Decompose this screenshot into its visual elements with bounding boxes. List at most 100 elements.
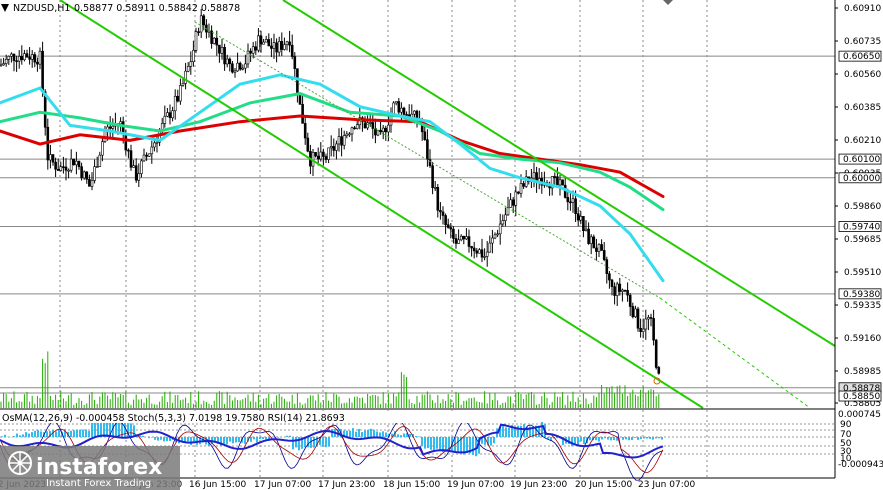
osma-bar [538,425,540,437]
osma-bar [286,435,288,437]
osma-bar [97,421,99,437]
osma-bar [85,429,87,437]
osma-bar [556,437,558,439]
candle-body [381,127,385,133]
osma-bar [517,425,519,437]
candle-body [631,306,635,318]
candle-body [277,41,281,53]
watermark-brand: instaforex [36,455,162,480]
candle-body [405,114,408,116]
candle-body [449,227,453,230]
osma-bar [589,437,591,441]
osma-bar [625,437,627,440]
candle-body [649,317,653,319]
candle-body [238,62,242,70]
candle-body [288,41,291,46]
osma-bar [190,437,192,446]
candle-body [244,63,247,69]
candle-body [524,176,528,187]
candle-body [132,165,135,168]
candle-body [371,122,375,129]
osma-bar [115,420,117,437]
candle-body [402,107,406,115]
candle-body [134,165,138,181]
osma-bar [433,437,435,451]
candle-body [228,58,232,65]
moving-average-cyan [0,73,665,283]
candle-body [348,133,351,136]
candle-body [272,42,276,49]
candle-body [189,61,193,67]
candle-body [506,207,510,216]
candle-body [480,249,484,258]
candle-body [95,166,99,168]
osma-bar [70,430,72,437]
osma-bar [352,428,354,437]
osma-bar [16,433,18,437]
osma-bar [361,432,363,437]
candle-body [439,210,442,213]
osma-bar [64,428,66,437]
candle-body [566,197,570,203]
candle-body [465,236,468,240]
price-tick-label: 0.59335 [844,301,881,311]
osma-bar [304,437,306,448]
osma-bar [604,437,606,439]
candle-body [641,328,645,332]
candle-body [179,85,182,102]
collapse-arrow-icon[interactable] [1,4,9,12]
candle-body [62,166,65,168]
candle-body [147,153,151,157]
candle-body [262,41,265,45]
osma-bar [637,437,639,440]
moving-average-green [0,92,665,212]
price-tick-label: 0.59510 [844,268,881,278]
candle-body [345,133,349,136]
osma-bar [37,430,39,437]
symbol-label: NZDUSD,H1 [13,3,70,14]
osma-bar [574,437,576,445]
candle-body [290,44,294,57]
osma-bar [385,432,387,437]
candle-body [488,242,492,253]
time-axis-label: 19 Jun 07:00 [447,480,504,490]
osma-bar [130,423,132,437]
candle-body [550,176,554,189]
chart-header: NZDUSD,H1 0.58877 0.58911 0.58842 0.5887… [1,0,673,14]
price-tick-label: 0.58805 [844,399,881,409]
osma-bar [325,437,327,448]
osma-bar [34,430,36,437]
osma-bar [613,437,615,441]
osma-bar [226,437,228,445]
osma-bar [103,419,105,437]
osma-bar [403,433,405,437]
osma-bar [133,425,135,437]
candle-body [623,289,627,292]
osma-bar [232,437,234,444]
indicator-tick-label: 30 [840,447,852,457]
osma-bar [616,437,618,441]
osma-bar [79,429,81,437]
osma-bar [532,426,534,437]
candle-body [246,50,250,65]
osma-bar [601,437,603,440]
osma-bar [214,437,216,443]
candle-body [384,127,388,133]
osma-bar [598,437,600,442]
candle-body [298,93,302,105]
candle-body [233,70,237,73]
candle-body [12,53,16,62]
trend-channel[interactable] [59,0,836,409]
moving-averages [0,73,665,283]
osma-bar [583,437,585,444]
candle-body [639,327,642,332]
candle-body [470,246,473,249]
shift-marker-icon[interactable] [663,0,673,5]
osma-bar [91,418,93,437]
indicator-window[interactable] [0,408,835,481]
osma-bar [373,429,375,437]
osma-bar [535,425,537,437]
osma-bar [46,431,48,437]
osma-bar [193,437,195,443]
